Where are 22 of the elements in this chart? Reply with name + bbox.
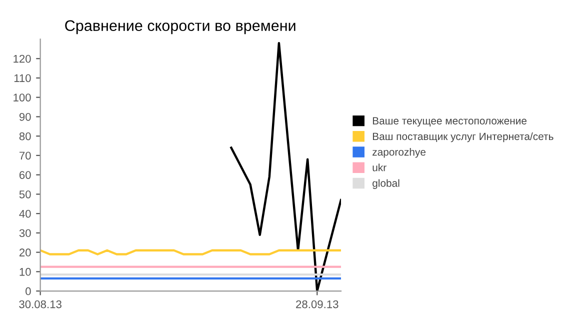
- y-tick-label: 90: [19, 112, 31, 121]
- y-tick-label: 110: [14, 74, 31, 82]
- y-tick-label: 50: [19, 190, 31, 198]
- y-tick-label: 100: [14, 94, 31, 102]
- y-tick-label: 0: [26, 287, 31, 296]
- legend-label: Ваш поставщик услуг Интернета/сеть: [372, 132, 554, 142]
- legend-label: ukr: [372, 164, 386, 172]
- y-tick-label: 10: [20, 268, 31, 276]
- y-tick-label: 30: [19, 229, 31, 238]
- y-tick-label: 70: [20, 152, 31, 160]
- y-tick-label: 80: [19, 132, 31, 140]
- legend-label: Ваше текущее местоположение: [372, 117, 527, 127]
- x-tick-label: 28.09.13: [296, 300, 338, 308]
- y-tick-label: 60: [20, 171, 31, 179]
- y-tick-label: 20: [19, 248, 31, 256]
- x-tick-label: 30.08.13: [19, 300, 62, 308]
- y-tick-label: 40: [19, 210, 31, 218]
- legend-label: zaporozhye: [372, 148, 426, 158]
- chart-title: Сравнение скорости во времени: [65, 20, 296, 34]
- legend-label: global: [372, 179, 400, 189]
- line-series: [230, 42, 341, 292]
- y-tick-label: 120: [14, 54, 31, 63]
